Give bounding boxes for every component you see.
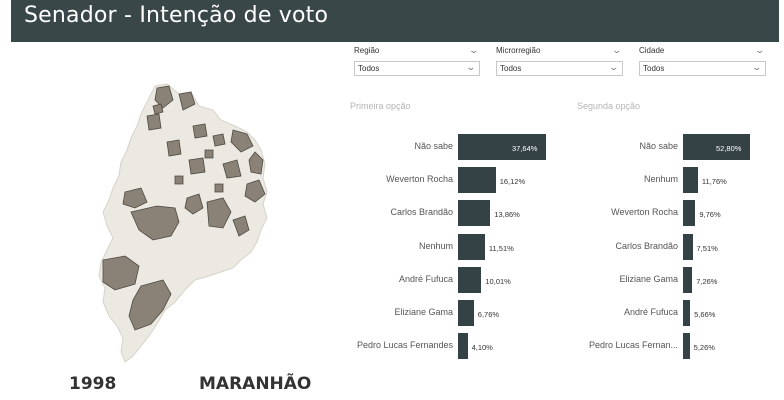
bar-label: Weverton Rocha	[386, 174, 453, 185]
chevron-down-icon[interactable]: ⌄	[611, 45, 623, 55]
bar-label: Não sabe	[414, 141, 453, 151]
bar-label: Carlos Brandão	[615, 240, 678, 251]
filter-regiao-value: Todos	[358, 64, 380, 73]
chevron-down-icon[interactable]: ⌄	[608, 62, 620, 72]
bar[interactable]	[683, 266, 693, 293]
chart-title-segunda: Segunda opção	[577, 101, 641, 111]
filter-microrregiao-select[interactable]: Todos ⌄	[496, 61, 623, 76]
bar-value-label: 4,10%	[471, 343, 493, 353]
bar-value-label: 52,80%	[716, 144, 742, 153]
bar[interactable]	[458, 333, 468, 360]
bar-value-label: 6,76%	[477, 310, 500, 319]
chevron-down-icon[interactable]: ⌄	[751, 62, 763, 72]
highlighted-municipalities	[102, 85, 266, 331]
chevron-down-icon[interactable]: ⌄	[468, 45, 480, 55]
bar[interactable]	[458, 233, 485, 260]
bar[interactable]	[458, 167, 496, 194]
page-title: Senador - Intenção de voto	[24, 3, 329, 28]
bar[interactable]	[683, 233, 693, 260]
bar-value-label: 5,26%	[693, 343, 715, 353]
bar-label: André Fufuca	[398, 273, 453, 284]
bar-value-label: 37,64%	[512, 144, 538, 153]
bar-label: Eliziane Gama	[619, 273, 678, 284]
bar[interactable]	[683, 134, 750, 160]
map-year: 1998	[69, 374, 117, 394]
bar-label: Carlos Brandão	[390, 207, 453, 218]
bar-value-label: 10,01%	[485, 276, 511, 286]
bar-value-label: 11,76%	[701, 177, 727, 187]
filter-cidade-label: Cidade	[639, 46, 665, 55]
chevron-down-icon[interactable]: ⌄	[465, 62, 477, 72]
bar-label: Pedro Lucas Fernandes	[356, 340, 453, 351]
bar-value-label: 11,51%	[488, 243, 514, 253]
bar[interactable]	[458, 300, 474, 326]
bar-value-label: 13,86%	[494, 210, 520, 220]
bar-value-label: 5,66%	[694, 310, 716, 319]
header-bar: Senador - Intenção de voto	[11, 0, 779, 42]
filter-cidade-select[interactable]: Todos ⌄	[639, 61, 766, 76]
bar-value-label: 7,51%	[696, 243, 718, 253]
map-state-name: MARANHÃO	[199, 374, 312, 394]
filter-microrregiao-label: Microrregião	[496, 46, 541, 55]
filter-regiao-select[interactable]: Todos ⌄	[354, 61, 480, 76]
bar-value-label: 16,12%	[499, 177, 526, 187]
bar-label: Nenhum	[643, 174, 678, 185]
bar-label: André Fufuca	[623, 307, 678, 317]
bar-label: Pedro Lucas Fernan...	[588, 340, 678, 351]
bar[interactable]	[683, 200, 696, 227]
bar-value-label: 9,76%	[699, 210, 721, 220]
bar[interactable]	[683, 167, 698, 194]
maranhao-map[interactable]	[95, 80, 285, 365]
filter-microrregiao-value: Todos	[500, 64, 522, 73]
bar[interactable]	[458, 266, 482, 293]
bar[interactable]	[458, 200, 491, 227]
chart-title-primeira: Primeira opção	[350, 101, 411, 111]
bar-label: Eliziane Gama	[394, 307, 453, 317]
bar-label: Não sabe	[639, 141, 678, 151]
filter-regiao-label: Região	[354, 46, 380, 55]
chevron-down-icon[interactable]: ⌄	[754, 45, 766, 55]
bar-value-label: 7,26%	[696, 276, 718, 286]
filter-cidade-value: Todos	[643, 64, 665, 73]
bar[interactable]	[683, 300, 691, 326]
map-svg	[98, 83, 268, 363]
bar[interactable]	[458, 134, 546, 160]
bar-label: Weverton Rocha	[611, 207, 678, 218]
bar[interactable]	[683, 333, 690, 360]
bar-label: Nenhum	[418, 240, 453, 251]
